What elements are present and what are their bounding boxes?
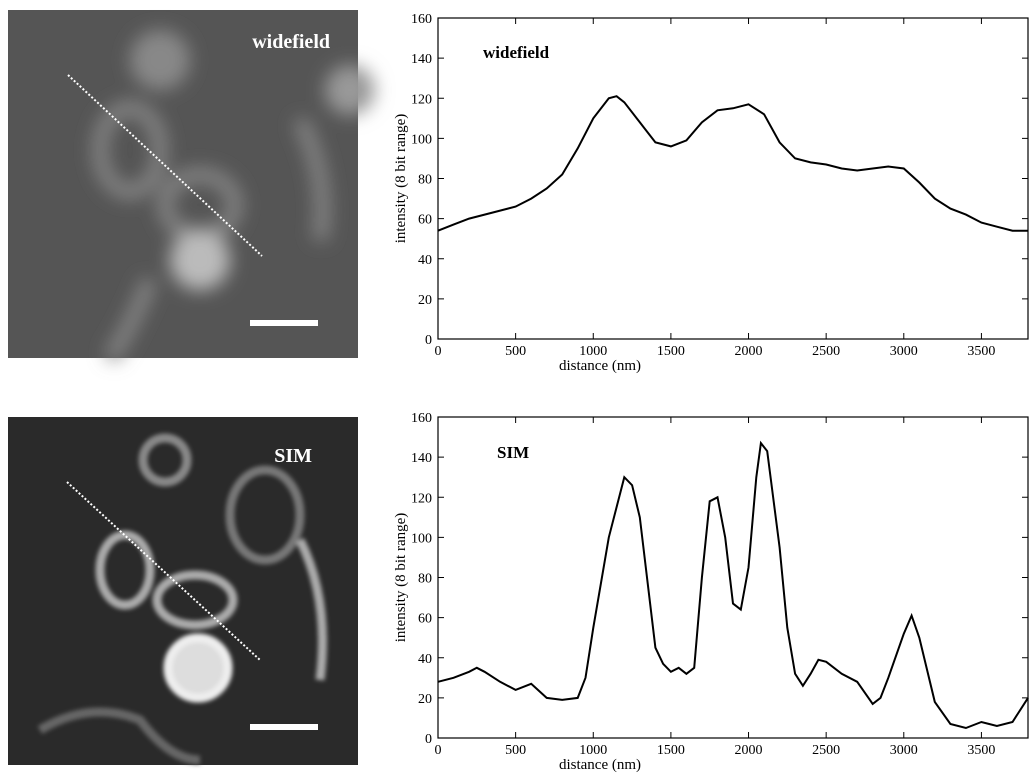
x-axis-label: distance (nm) [559, 757, 641, 773]
x-axis-label: distance (nm) [559, 358, 641, 374]
y-tick-label: 100 [411, 531, 432, 546]
x-tick-label: 3500 [967, 344, 995, 359]
x-tick-label: 1500 [657, 344, 685, 359]
y-axis-label: intensity (8 bit range) [393, 114, 409, 244]
plot-frame [437, 416, 1029, 739]
x-tick-label: 3000 [890, 743, 918, 758]
image-label: widefield [252, 31, 330, 53]
x-tick-label: 1000 [579, 344, 607, 359]
chart-title: SIM [497, 443, 529, 462]
y-tick-label: 100 [411, 132, 432, 147]
intensity-line [437, 95, 1028, 232]
x-tick-label: 2500 [812, 743, 840, 758]
y-axis-label: intensity (8 bit range) [393, 513, 409, 643]
y-tick-label: 80 [418, 173, 432, 188]
x-tick-label: 2500 [812, 344, 840, 359]
x-tick-label: 500 [505, 743, 526, 758]
y-tick-label: 120 [411, 491, 432, 506]
y-tick-label: 60 [418, 213, 432, 228]
x-tick-label: 2000 [735, 743, 763, 758]
y-tick-label: 160 [411, 12, 432, 27]
x-tick-label: 3000 [890, 344, 918, 359]
y-tick-label: 20 [418, 692, 432, 707]
x-tick-label: 500 [505, 344, 526, 359]
y-tick-label: 20 [418, 293, 432, 308]
y-tick-label: 140 [411, 52, 432, 67]
x-tick-label: 1500 [657, 743, 685, 758]
plot-frame [437, 17, 1029, 340]
y-tick-label: 80 [418, 572, 432, 587]
y-tick-label: 0 [425, 333, 432, 348]
chart-title: widefield [483, 43, 550, 62]
sim-image [8, 417, 358, 765]
y-tick-label: 60 [418, 612, 432, 627]
y-tick-label: 40 [418, 652, 432, 667]
y-tick-label: 0 [425, 732, 432, 747]
y-tick-label: 140 [411, 451, 432, 466]
y-tick-label: 120 [411, 92, 432, 107]
x-tick-label: 0 [435, 344, 442, 359]
image-label: SIM [274, 445, 312, 467]
x-tick-label: 0 [435, 743, 442, 758]
y-tick-label: 40 [418, 253, 432, 268]
intensity-line [437, 440, 1029, 730]
x-tick-label: 3500 [967, 743, 995, 758]
widefield-image [8, 10, 375, 363]
y-tick-label: 160 [411, 411, 432, 426]
x-tick-label: 1000 [579, 743, 607, 758]
x-tick-label: 2000 [735, 344, 763, 359]
